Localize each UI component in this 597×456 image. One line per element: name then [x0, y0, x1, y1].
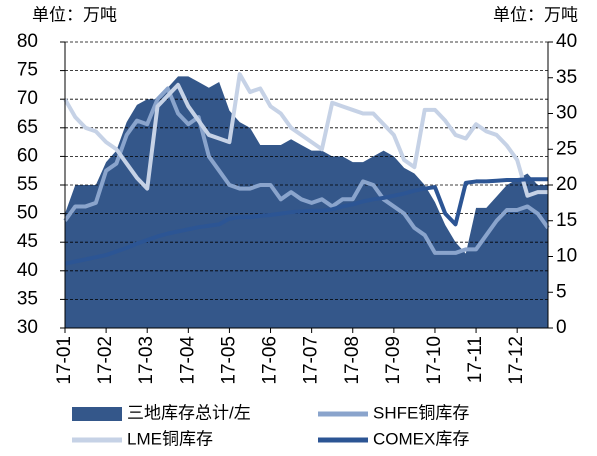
x-tick-label: 17-06 — [260, 336, 281, 385]
y2-tick-label: 25 — [556, 138, 577, 159]
y2-tick-label: 30 — [556, 103, 577, 124]
y2-tick-label: 20 — [556, 174, 577, 195]
y2-tick-label: 15 — [556, 210, 577, 231]
x-tick-label: 17-11 — [465, 336, 486, 383]
x-tick-label: 17-09 — [383, 336, 404, 385]
x-tick-label: 17-08 — [342, 336, 363, 385]
y-tick-label: 75 — [17, 60, 38, 81]
y2-tick-label: 0 — [556, 317, 567, 338]
y-tick-label: 80 — [17, 31, 38, 52]
y-tick-label: 30 — [17, 317, 38, 338]
legend-label: SHFE铜库存 — [373, 403, 469, 422]
x-tick-label: 17-01 — [54, 336, 75, 385]
x-tick-label: 17-05 — [218, 336, 239, 385]
y-tick-label: 40 — [17, 260, 38, 281]
y-tick-label: 45 — [17, 231, 38, 252]
y-tick-label: 70 — [17, 88, 38, 109]
y-tick-label: 50 — [17, 203, 38, 224]
y-unit-left: 单位：万吨 — [32, 5, 117, 24]
x-tick-label: 17-04 — [177, 336, 198, 385]
x-tick-label: 17-12 — [506, 336, 527, 385]
y2-tick-label: 10 — [556, 246, 577, 267]
x-tick-label: 17-02 — [95, 336, 116, 385]
y-tick-label: 55 — [17, 174, 38, 195]
legend-swatch — [72, 407, 122, 421]
y-tick-label: 65 — [17, 117, 38, 138]
y-tick-label: 35 — [17, 288, 38, 309]
y-unit-right: 单位：万吨 — [493, 5, 578, 24]
y2-tick-label: 35 — [556, 67, 577, 88]
x-tick-label: 17-07 — [301, 336, 322, 385]
y-tick-label: 60 — [17, 145, 38, 166]
line — [64, 177, 548, 266]
x-tick-label: 17-03 — [136, 336, 157, 385]
y2-tick-label: 5 — [556, 281, 567, 302]
x-tick-label: 17-10 — [424, 336, 445, 385]
line — [63, 86, 550, 255]
legend-label: COMEX库存 — [373, 429, 469, 448]
legend-label: LME铜库存 — [127, 429, 213, 448]
y2-tick-label: 40 — [556, 31, 577, 52]
legend-label: 三地库存总计/左 — [127, 403, 251, 422]
line — [63, 72, 548, 198]
